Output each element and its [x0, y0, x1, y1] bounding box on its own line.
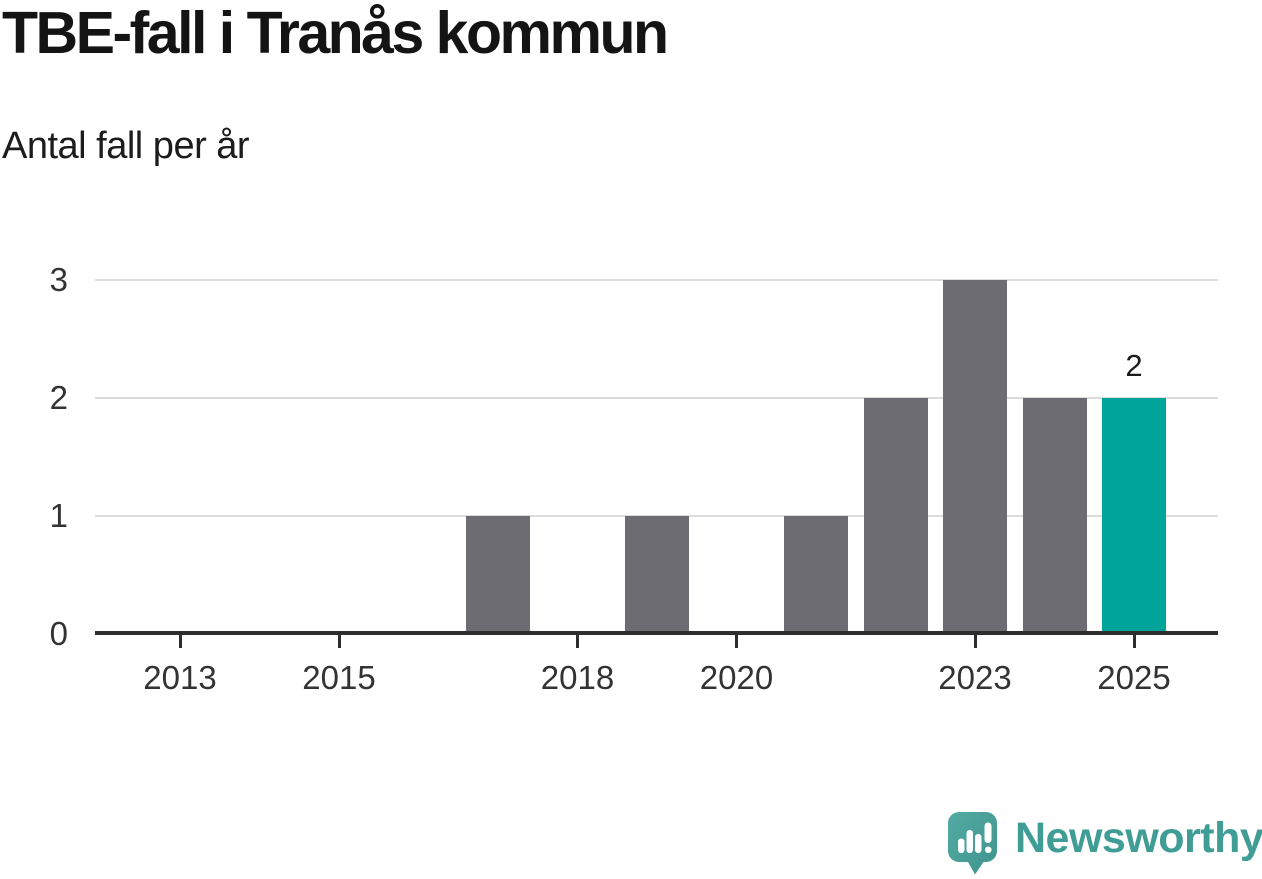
bar [943, 280, 1007, 634]
x-axis-tick [1132, 635, 1136, 648]
x-axis-tick [735, 635, 738, 648]
exclamation-dot-glyph [985, 846, 992, 853]
x-axis-tick [337, 635, 341, 648]
y-axis-label: 0 [49, 615, 68, 652]
bar [1022, 398, 1087, 634]
bar-glyph-tall [966, 830, 973, 853]
bar [466, 516, 530, 634]
x-axis-label: 2020 [699, 659, 774, 696]
exclamation-bar-glyph [984, 822, 992, 843]
x-axis-label: 2018 [540, 659, 615, 696]
x-axis-tick [178, 635, 182, 648]
bar [784, 516, 848, 634]
bar [863, 398, 928, 634]
chart-title: TBE-fall i Tranås kommun [2, 0, 669, 66]
x-axis-label: 2013 [143, 659, 217, 696]
bar-highlighted [1102, 398, 1166, 634]
bar-glyph-short [958, 838, 965, 853]
newsworthy-logo: Newsworthy [946, 810, 1262, 876]
x-axis-tick [576, 635, 579, 648]
y-axis-label: 2 [49, 379, 68, 416]
newsworthy-chart-bubble-icon [948, 812, 997, 875]
bar-value-label: 2 [1125, 348, 1143, 383]
gridline [95, 397, 1218, 399]
x-axis-label: 2015 [302, 659, 376, 696]
bar [625, 516, 689, 634]
y-axis-label: 3 [49, 261, 68, 298]
x-axis-label: 2025 [1097, 659, 1171, 696]
y-axis-label: 1 [49, 497, 68, 534]
newsworthy-wordmark: Newsworthy [1015, 814, 1262, 862]
x-axis-line [95, 631, 1218, 635]
gridline [95, 279, 1218, 281]
chart-subtitle: Antal fall per år [2, 125, 250, 167]
x-axis-label: 2023 [938, 659, 1012, 696]
bar-glyph-medium [975, 834, 982, 853]
x-axis-tick [973, 635, 977, 648]
